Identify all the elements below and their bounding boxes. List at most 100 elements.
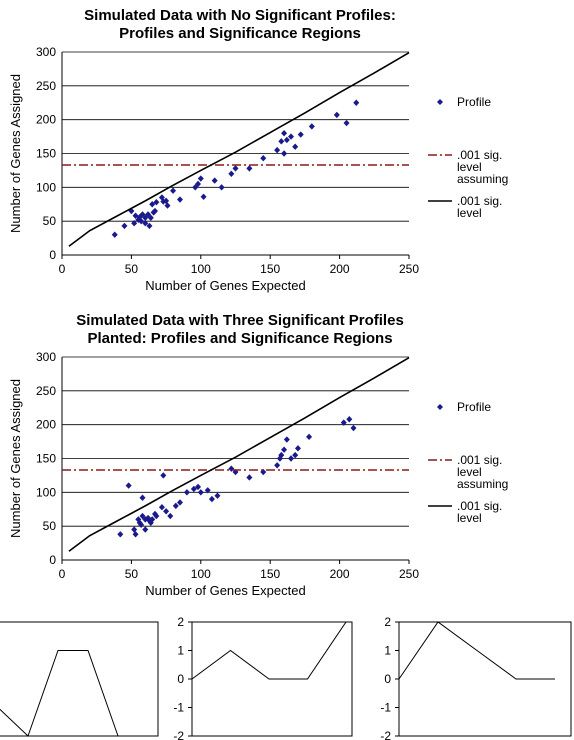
legend-label-profile: Profile [457, 95, 491, 109]
profile-point [147, 519, 154, 526]
y-tick-label: 0 [177, 672, 184, 686]
profile-point [346, 416, 353, 423]
y-tick-label: -1 [173, 701, 184, 715]
profile-point [125, 482, 132, 489]
profile-point [297, 131, 304, 138]
y-tick-label: 0 [49, 553, 56, 567]
profile-point [158, 504, 165, 511]
profile-point [146, 222, 153, 230]
legend-label-significance: level [457, 511, 482, 525]
profile-point [283, 136, 290, 144]
scatter-chart-no-significant-profiles: Simulated Data with No Significant Profi… [8, 7, 508, 293]
y-tick-label: 150 [36, 147, 56, 161]
profile-point [228, 170, 235, 177]
chart-title: Simulated Data with Three Significant Pr… [76, 312, 404, 329]
profile-point [200, 193, 207, 201]
x-axis-label: Number of Genes Expected [145, 278, 305, 293]
significance-line [68, 51, 410, 247]
profile-point [158, 194, 165, 201]
profile-point [197, 489, 204, 496]
profile-point [232, 165, 239, 172]
profile-point [149, 201, 156, 208]
profile-point [246, 165, 253, 172]
profile-point [153, 512, 160, 520]
profile-point [139, 512, 146, 520]
profile-point [128, 207, 135, 215]
y-tick-label: 0 [384, 672, 391, 686]
profile-point [160, 472, 167, 479]
chart-title: Planted: Profiles and Significance Regio… [87, 330, 392, 347]
y-tick-label: 0 [49, 248, 56, 262]
profile-point [197, 175, 204, 182]
profile-point [176, 196, 183, 203]
x-tick-label: 100 [191, 262, 211, 276]
profile-point [260, 468, 267, 476]
profile-point [340, 419, 347, 426]
profile-point [292, 143, 299, 150]
y-tick-label: -1 [380, 701, 391, 715]
profile-point [211, 177, 218, 184]
y-tick-label: 100 [36, 485, 56, 499]
y-tick-label: 150 [36, 452, 56, 466]
profile-point [306, 433, 313, 441]
legend-marker-profile [437, 99, 443, 105]
profile-point [147, 214, 154, 221]
profile-point [214, 492, 221, 499]
x-tick-label: 0 [59, 567, 66, 581]
profile-chart-3: 2 1 0 -1 -2 [380, 615, 572, 740]
y-tick-label: 2 [177, 615, 184, 629]
profile-point [308, 123, 315, 130]
y-tick-label: 50 [43, 519, 57, 533]
y-tick-label: 100 [36, 180, 56, 194]
profile-point [151, 207, 158, 215]
profile-point [138, 217, 145, 225]
y-tick-label: 200 [36, 418, 56, 432]
y-tick-label: 50 [43, 214, 57, 228]
y-tick-label: -2 [173, 729, 184, 740]
y-tick-label: 300 [36, 45, 56, 59]
profile-point [190, 485, 197, 493]
profile-point [208, 495, 215, 503]
profile-point [281, 446, 288, 453]
profile-point [139, 494, 146, 501]
profile-point [131, 219, 138, 227]
x-tick-label: 250 [399, 262, 419, 276]
profile-point [292, 451, 299, 459]
profile-point [132, 531, 139, 538]
x-tick-label: 0 [59, 262, 66, 276]
profile-point [281, 130, 288, 137]
x-tick-label: 150 [260, 567, 280, 581]
profile-point [163, 508, 170, 515]
profile-point [276, 455, 283, 462]
legend-label-significance: .001 sig. [457, 499, 502, 513]
legend-label-profile: Profile [457, 400, 491, 414]
y-axis-label: Number of Genes Assigned [8, 379, 23, 538]
profile-frame [0, 621, 159, 737]
profile-point [228, 465, 235, 472]
x-tick-label: 100 [191, 567, 211, 581]
legend-label-uniform: .001 sig. [457, 453, 502, 467]
profile-point [164, 202, 171, 209]
y-tick-label: 1 [177, 644, 184, 658]
profile-point [274, 146, 281, 154]
profile-point [246, 474, 253, 481]
profile-point [111, 231, 118, 238]
profile-point [183, 489, 190, 496]
legend-label-uniform: level [457, 465, 482, 479]
legend-label-significance: .001 sig. [457, 194, 502, 208]
y-axis-label: Number of Genes Assigned [8, 74, 23, 233]
profile-point [294, 445, 301, 452]
profile-point [153, 199, 160, 206]
x-tick-label: 250 [399, 567, 419, 581]
y-tick-label: 1 [384, 644, 391, 658]
profile-point [283, 436, 290, 443]
profile-point [160, 198, 167, 205]
legend-label-uniform: level [457, 160, 482, 174]
x-tick-label: 150 [260, 262, 280, 276]
profile-line [0, 650, 119, 737]
x-tick-label: 50 [125, 262, 139, 276]
legend-marker-profile [437, 404, 443, 410]
scatter-chart-three-planted-profiles: Simulated Data with Three Significant Pr… [8, 312, 508, 598]
y-tick-label: 250 [36, 384, 56, 398]
profile-point [142, 526, 149, 533]
